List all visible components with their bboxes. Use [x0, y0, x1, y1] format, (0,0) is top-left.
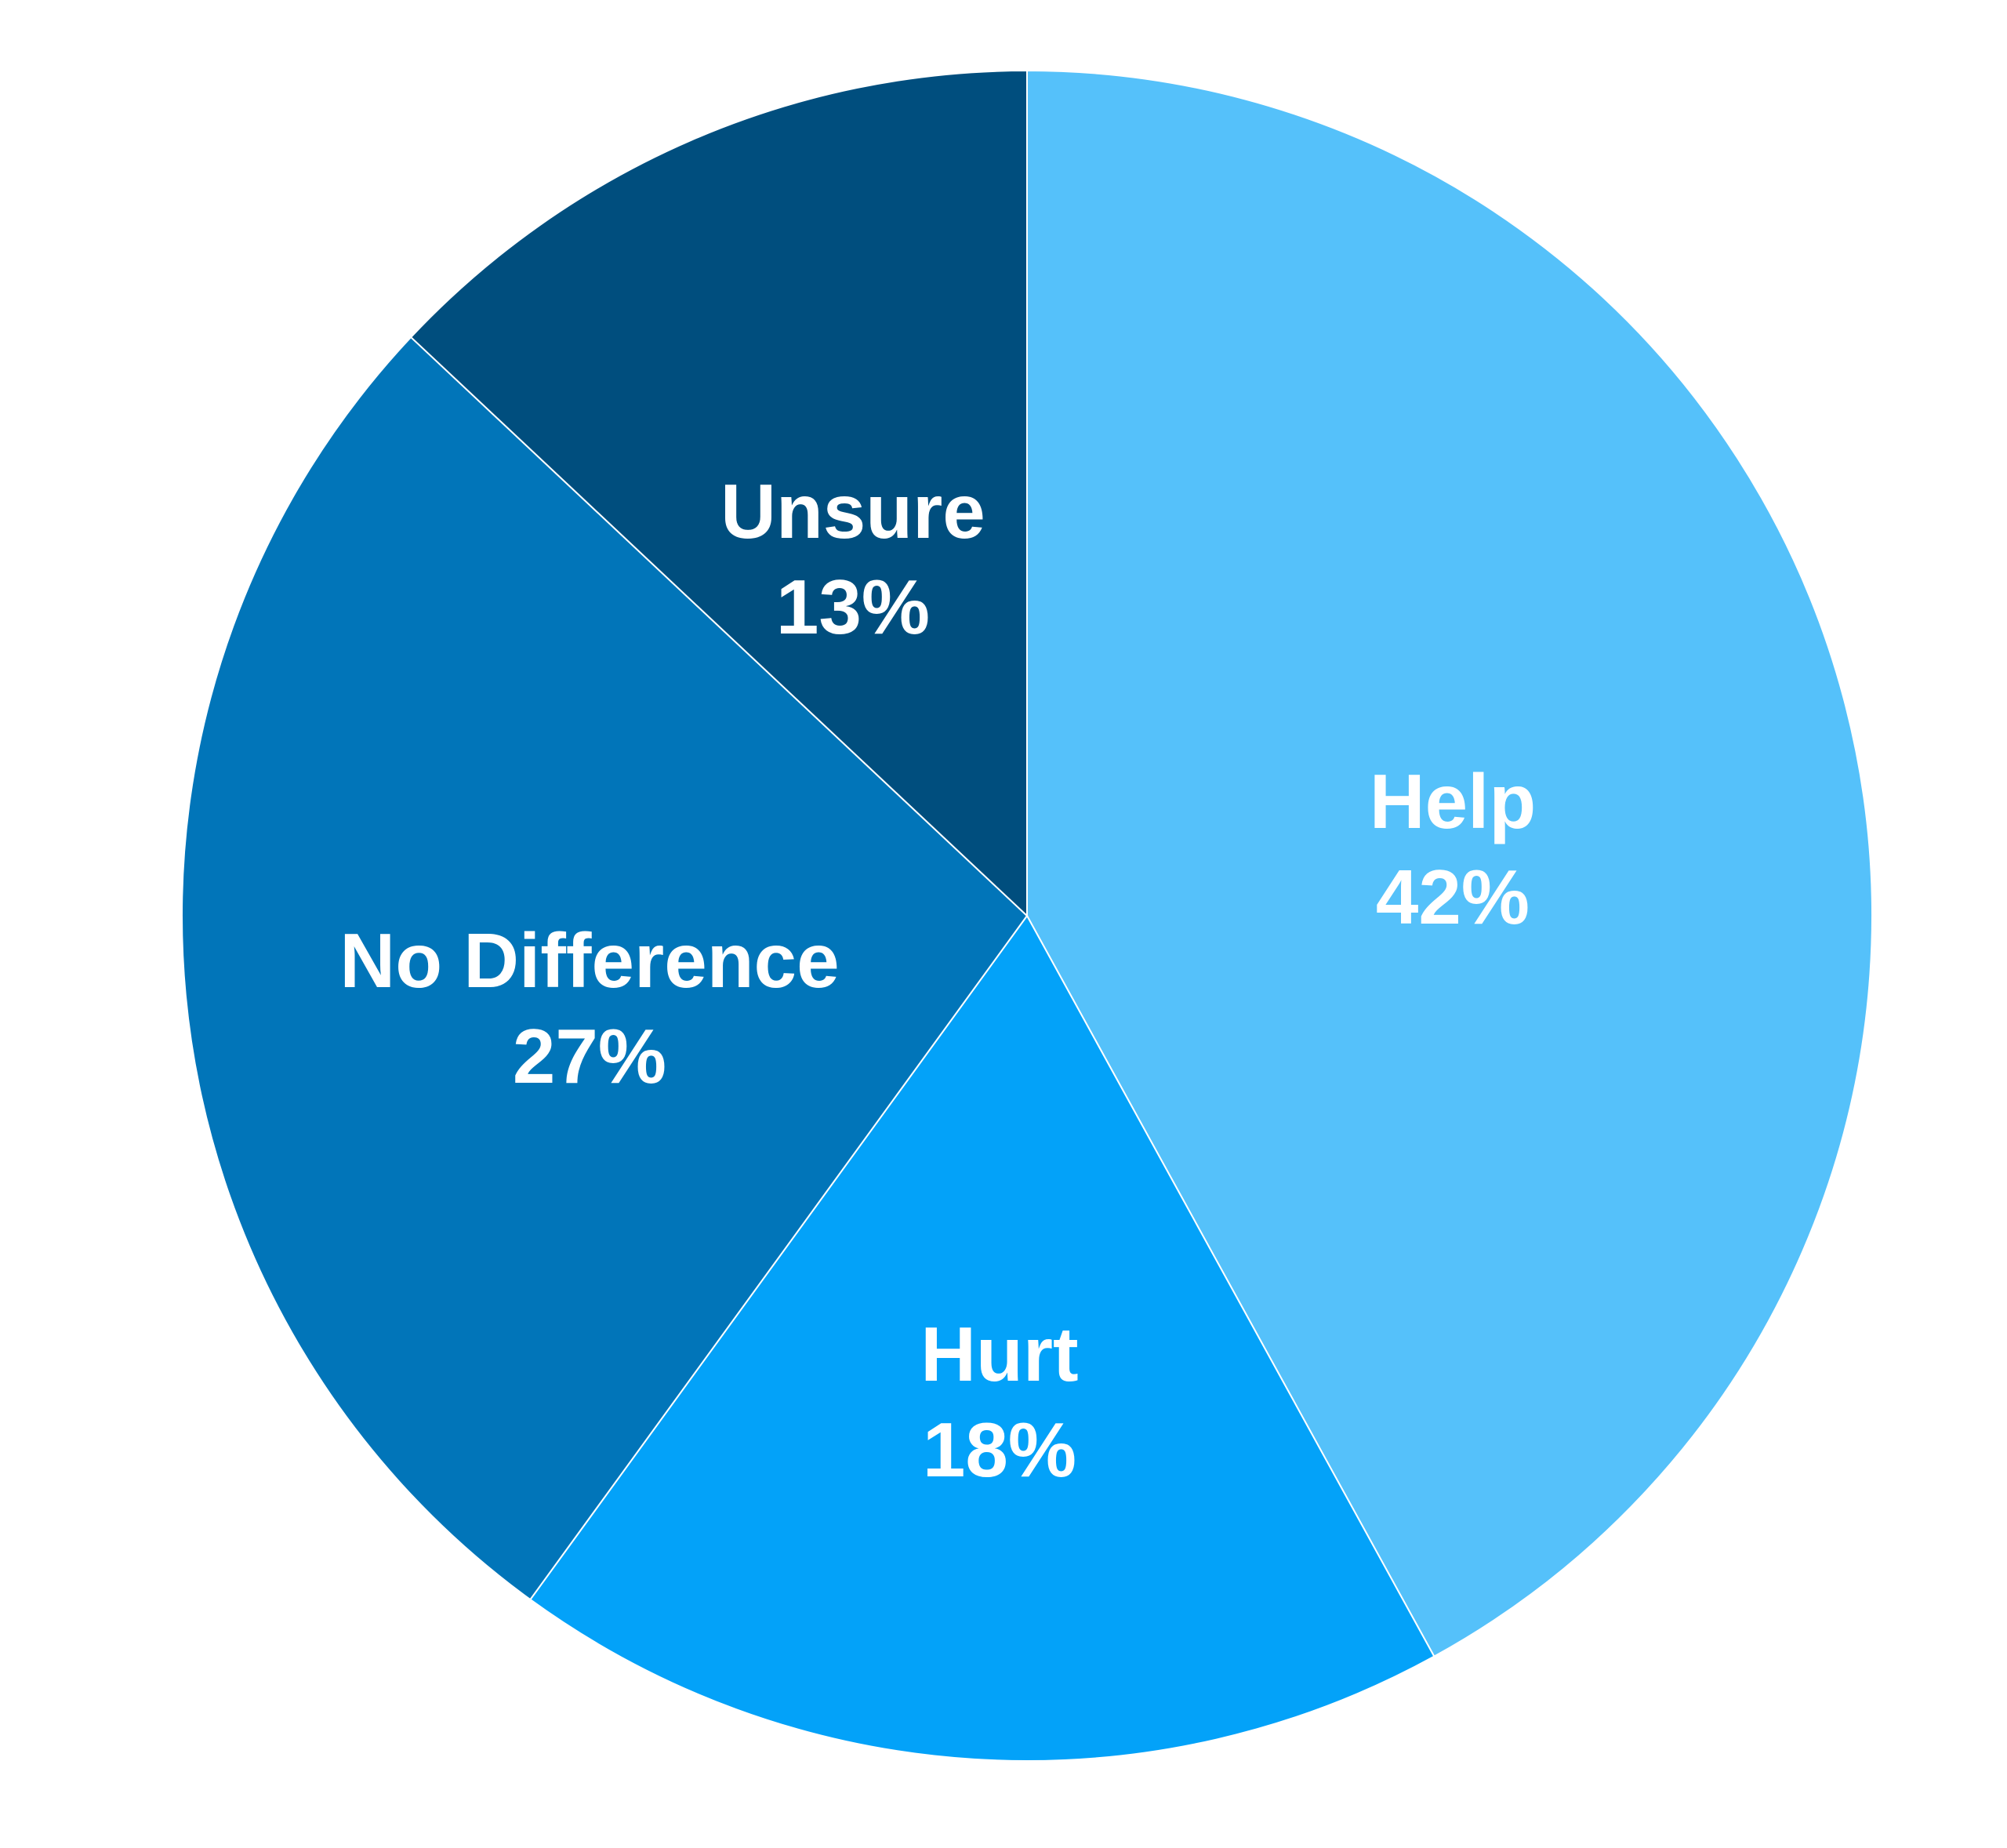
labels-layer: Help 42% Hurt 18% No Difference 27% Unsure 13%: [339, 468, 1536, 1493]
pie-slice-help: [1026, 69, 1873, 1658]
slice-value-hurt: 18%: [923, 1407, 1076, 1493]
pie-slice-no-difference: [181, 336, 1029, 1601]
pie-slice-hurt: [528, 914, 1435, 1762]
slice-label-no-difference: No Difference: [339, 917, 839, 1004]
slice-label-help: Help: [1370, 758, 1536, 844]
slice-label-unsure: Unsure: [720, 468, 985, 554]
slice-value-help: 42%: [1376, 854, 1530, 940]
slices-layer: [181, 69, 1873, 1762]
slice-value-no-difference: 27%: [513, 1013, 666, 1099]
slice-label-hurt: Hurt: [920, 1311, 1078, 1397]
pie-slice-unsure: [409, 69, 1028, 918]
slice-value-unsure: 13%: [776, 564, 930, 650]
